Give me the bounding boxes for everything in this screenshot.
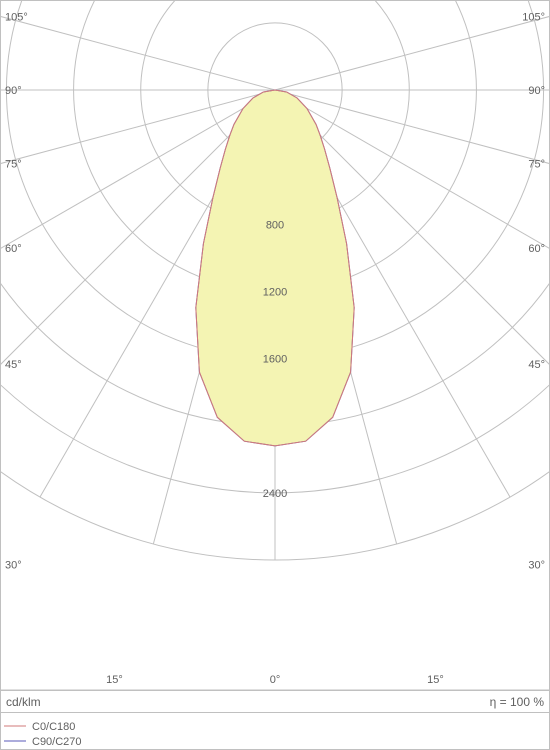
angle-label: 60°: [528, 243, 545, 255]
angle-label: 30°: [528, 560, 545, 572]
angle-label: 30°: [5, 560, 22, 572]
angle-label: 60°: [5, 243, 22, 255]
legend-label: C0/C180: [32, 721, 75, 733]
angle-label: 75°: [528, 158, 545, 170]
legend-label: C90/C270: [32, 736, 82, 748]
angle-label: 15°: [106, 674, 123, 686]
ring-label: 1200: [263, 286, 287, 298]
ring-label: 800: [266, 219, 284, 231]
polar-photometric-chart: 800 1200 1600 2400 0° 15° 15° 30° 30° 45° 45° 60° 60…: [0, 0, 550, 750]
ring-label: 2400: [263, 488, 287, 500]
angle-label: 0°: [270, 674, 281, 686]
angle-label: 75°: [5, 158, 22, 170]
unit-label: cd/klm: [6, 695, 41, 709]
angle-label: 45°: [528, 359, 545, 371]
angle-label: 15°: [427, 674, 444, 686]
angle-label: 45°: [5, 359, 22, 371]
angle-label: 105°: [522, 12, 545, 24]
efficiency-label: η = 100 %: [490, 695, 545, 709]
angle-label: 90°: [528, 85, 545, 97]
ring-label: 1600: [263, 354, 287, 366]
angle-label: 105°: [5, 12, 28, 24]
angle-label: 90°: [5, 85, 22, 97]
